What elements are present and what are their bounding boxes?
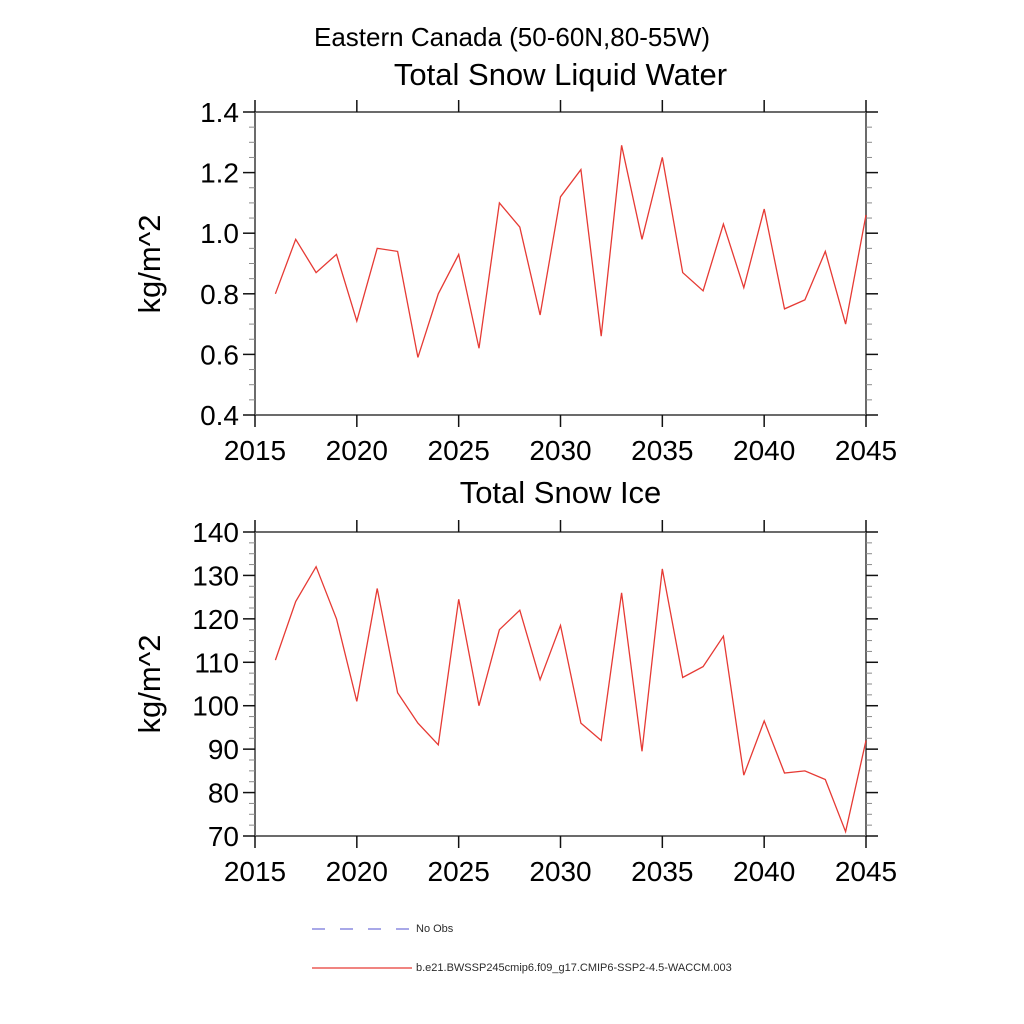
y-tick-label: 0.6 [200, 339, 239, 370]
y-tick-label: 80 [208, 778, 239, 809]
no-obs-dashed-line-swatch [312, 928, 412, 930]
y-tick-label: 100 [192, 691, 239, 722]
region-title: Eastern Canada (50-60N,80-55W) [314, 22, 710, 52]
y-tick-label: 120 [192, 604, 239, 635]
x-tick-label: 2025 [428, 435, 490, 466]
series-line-total-snow-ice [274, 565, 867, 834]
legend-entry-model-run: b.e21.BWSSP245cmip6.f09_g17.CMIP6-SSP2-4… [312, 961, 732, 975]
y-tick-label: 110 [194, 647, 239, 678]
legend-label-no-obs: No Obs [416, 923, 454, 935]
x-tick-label: 2035 [631, 435, 693, 466]
legend-label-model-run: b.e21.BWSSP245cmip6.f09_g17.CMIP6-SSP2-4… [416, 962, 732, 974]
series-line-total-snow-liquid-water [274, 145, 867, 358]
y-tick-label: 0.4 [200, 400, 239, 431]
chart-1-plot-area: 2015 2020 2025 2030 2035 2040 2045 0.4 0.6 0.8 1.0… [200, 97, 897, 466]
chart2-title: Total Snow Ice [459, 475, 662, 510]
y-tick-label: 70 [208, 821, 239, 852]
y-tick-label: 1.2 [200, 158, 239, 189]
x-tick-label: 2040 [733, 856, 795, 887]
chart-2-plot-area: 2015 2020 2025 2030 2035 2040 2045 70 80 90 100 110… [192, 517, 897, 887]
x-tick-label: 2030 [529, 856, 591, 887]
x-tick-label: 2045 [835, 435, 897, 466]
model-run-line-swatch [312, 967, 412, 969]
y-tick-label: 1.4 [200, 97, 239, 128]
x-tick-label: 2015 [224, 856, 286, 887]
y-tick-label: 140 [192, 517, 239, 548]
y-tick-label: 130 [192, 560, 239, 591]
x-tick-label: 2020 [326, 856, 388, 887]
y-tick-label: 90 [208, 734, 239, 765]
x-tick-label: 2020 [326, 435, 388, 466]
legend-entry-no-obs: No Obs [312, 922, 453, 936]
chart1-title: Total Snow Liquid Water [393, 57, 728, 92]
x-tick-label: 2015 [224, 435, 286, 466]
y-tick-label: 1.0 [200, 218, 239, 249]
x-tick-label: 2025 [428, 856, 490, 887]
x-tick-label: 2045 [835, 856, 897, 887]
x-tick-label: 2030 [529, 435, 591, 466]
y-tick-label: 0.8 [200, 279, 239, 310]
x-tick-label: 2040 [733, 435, 795, 466]
x-tick-label: 2035 [631, 856, 693, 887]
